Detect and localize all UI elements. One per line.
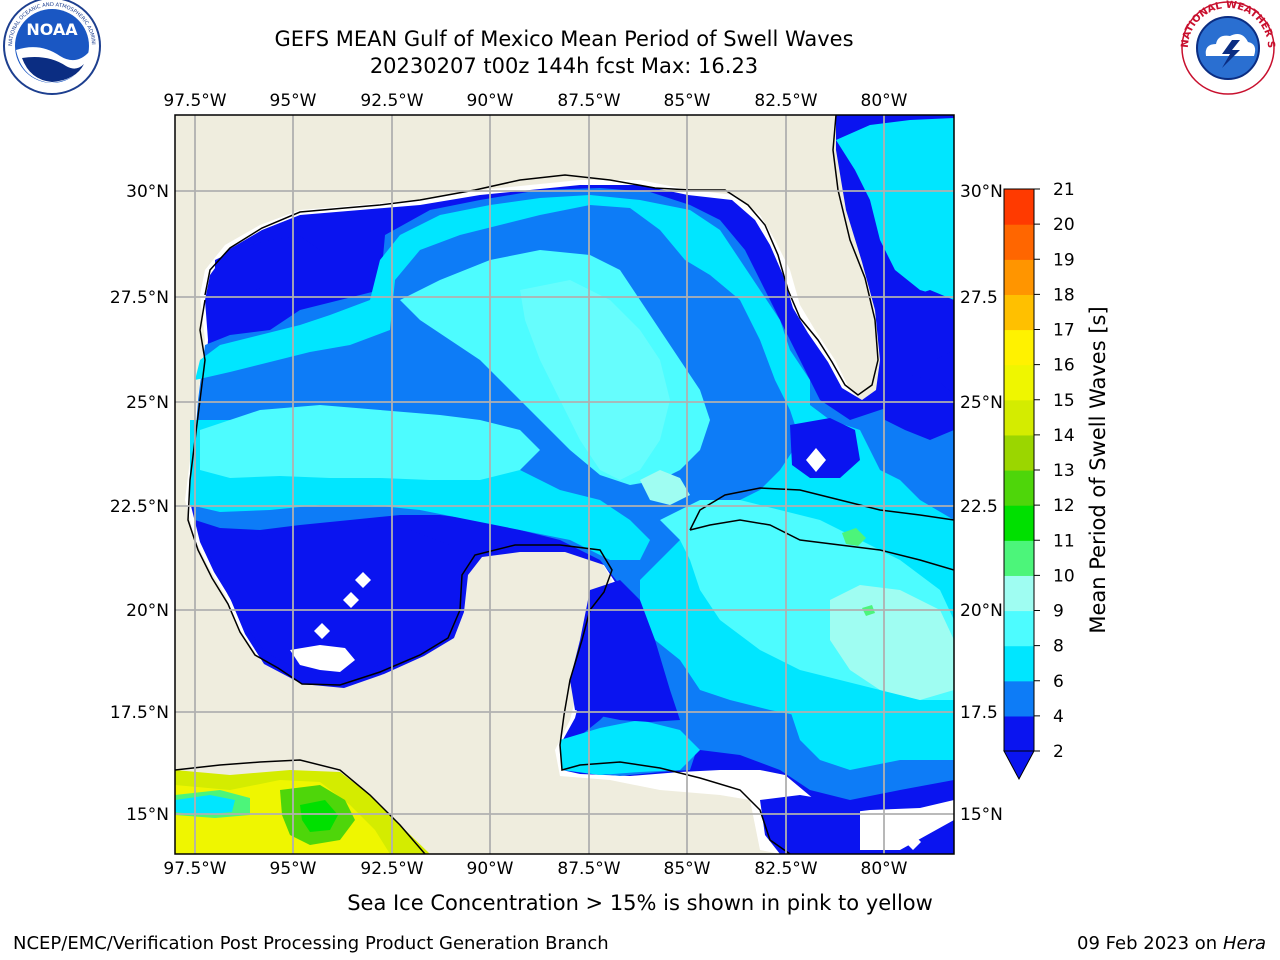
- lat-right-label: 15°N: [960, 805, 1003, 825]
- colorbar-title: Mean Period of Swell Waves [s]: [1086, 306, 1110, 633]
- lat-labels-right: 30°N 27.5 25°N 22.5 20°N 17.5 15°N: [960, 182, 1003, 825]
- lon-top-label: 82.5°W: [754, 91, 817, 111]
- lon-bottom-label: 95°W: [270, 859, 317, 879]
- colorbar-tick-label: 16: [1053, 356, 1075, 376]
- colorbar-band: [1004, 680, 1034, 717]
- lon-top-label: 95°W: [270, 91, 317, 111]
- sea-ice-note: Sea Ice Concentration > 15% is shown in …: [347, 891, 933, 915]
- lon-bottom-label: 92.5°W: [360, 859, 423, 879]
- lon-top-label: 92.5°W: [360, 91, 423, 111]
- lat-right-label: 20°N: [960, 601, 1003, 621]
- map-area: [175, 115, 954, 854]
- lat-right-label: 27.5: [960, 288, 998, 308]
- lat-left-label: 20°N: [126, 601, 169, 621]
- credit-text: NCEP/EMC/Verification Post Processing Pr…: [13, 933, 609, 954]
- colorbar-band: [1004, 399, 1034, 436]
- lon-bottom-label: 87.5°W: [557, 859, 620, 879]
- colorbar-band: [1004, 224, 1034, 260]
- colorbar-band: [1004, 540, 1034, 576]
- colorbar-tick-label: 4: [1053, 707, 1064, 727]
- colorbar-tick-label: 13: [1053, 461, 1075, 481]
- lon-bottom-label: 82.5°W: [754, 859, 817, 879]
- lon-top-label: 87.5°W: [557, 91, 620, 111]
- lat-left-label: 27.5°N: [110, 288, 169, 308]
- colorbar-tick-label: 14: [1053, 426, 1075, 446]
- date-stamp: 09 Feb 2023 on Hera: [1077, 933, 1266, 954]
- colorbar-band: [1004, 364, 1034, 401]
- graticule: [175, 115, 954, 854]
- lat-right-label: 17.5: [960, 703, 998, 723]
- colorbar-band: [1004, 715, 1034, 752]
- lon-top-label: 90°W: [467, 91, 514, 111]
- map-frame: [174, 114, 955, 855]
- swell-period-field: [175, 115, 954, 854]
- colorbar-tick-label: 18: [1053, 285, 1075, 305]
- lat-left-label: 15°N: [126, 805, 169, 825]
- colorbar-band: [1004, 434, 1034, 471]
- noaa-logo: NOAA NATIONAL OCEANIC AND ATMOSPHERIC AD…: [0, 0, 101, 95]
- colorbar-tick-label: 12: [1053, 496, 1075, 516]
- colorbar-tick-label: 15: [1053, 391, 1075, 411]
- colorbar-band: [1004, 645, 1034, 682]
- colorbar-tick-label: 8: [1053, 637, 1064, 657]
- lat-labels-left: 30°N 27.5°N 25°N 22.5°N 20°N 17.5°N 15°N: [110, 182, 169, 825]
- lat-right-label: 30°N: [960, 182, 1003, 202]
- lat-left-label: 25°N: [126, 393, 169, 413]
- colorbar-band: [1004, 259, 1034, 295]
- lon-bottom-label: 90°W: [467, 859, 514, 879]
- lat-left-label: 22.5°N: [110, 497, 169, 517]
- chart-title: GEFS MEAN Gulf of Mexico Mean Period of …: [274, 27, 854, 51]
- colorbar-band: [1004, 470, 1034, 506]
- coastlines: [175, 115, 954, 854]
- nws-ring-text: NATIONAL WEATHER SERVICE: [0, 0, 1276, 49]
- date-text: 09 Feb 2023 on: [1077, 933, 1218, 954]
- colorbar-extend-arrow: [1003, 750, 1035, 781]
- colorbar: 2 4 6 8 9 10 11 12 13 14 15 16 17 18 19 20 21 Mean Perio…: [1003, 180, 1110, 781]
- lat-left-label: 17.5°N: [110, 703, 169, 723]
- colorbar-tick-label: 19: [1053, 250, 1075, 270]
- colorbar-tick-label: 21: [1053, 180, 1075, 200]
- colorbar-tick-label: 17: [1053, 321, 1075, 341]
- colorbar-band: [1004, 294, 1034, 331]
- chart-subtitle: 20230207 t00z 144h fcst Max: 16.23: [369, 54, 759, 78]
- colorbar-tick-label: 6: [1053, 672, 1064, 692]
- colorbar-band: [1004, 610, 1034, 647]
- colorbar-band: [1004, 329, 1034, 366]
- lon-top-label: 97.5°W: [163, 91, 226, 111]
- colorbar-tick-label: 10: [1053, 566, 1075, 586]
- lon-top-label: 85°W: [664, 91, 711, 111]
- lon-top-label: 80°W: [861, 91, 908, 111]
- lat-right-label: 22.5: [960, 497, 998, 517]
- host-name: Hera: [1222, 933, 1266, 954]
- noaa-logo-text: NOAA: [26, 20, 78, 39]
- colorbar-tick-label: 2: [1053, 742, 1064, 762]
- lon-bottom-label: 85°W: [664, 859, 711, 879]
- lat-right-label: 25°N: [960, 393, 1003, 413]
- colorbar-tick-label: 20: [1053, 215, 1075, 235]
- colorbar-band: [1004, 505, 1034, 541]
- nws-logo: NATIONAL WEATHER SERVICE: [0, 0, 1276, 95]
- svg-text:NATIONAL WEATHER SERVICE: NATIONAL WEATHER SERVICE: [0, 0, 1276, 49]
- lon-labels-bottom: 97.5°W 95°W 92.5°W 90°W 87.5°W 85°W 82.5…: [163, 859, 907, 879]
- colorbar-band: [1004, 575, 1034, 612]
- colorbar-tick-label: 11: [1053, 531, 1075, 551]
- lat-left-label: 30°N: [126, 182, 169, 202]
- lon-bottom-label: 97.5°W: [163, 859, 226, 879]
- lon-labels-top: 97.5°W 95°W 92.5°W 90°W 87.5°W 85°W 82.5…: [163, 91, 907, 111]
- colorbar-band: [1004, 189, 1034, 225]
- lon-bottom-label: 80°W: [861, 859, 908, 879]
- colorbar-tick-label: 9: [1053, 602, 1064, 622]
